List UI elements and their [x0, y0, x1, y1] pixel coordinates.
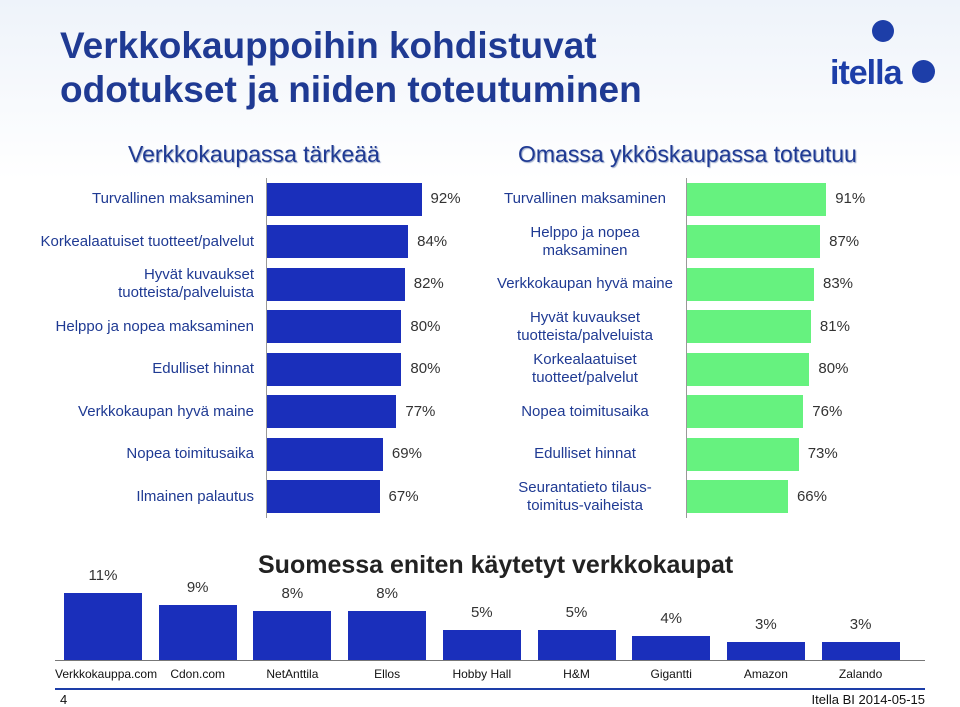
- right-chart: Turvallinen maksaminen 91% Helppo ja nopea…: [480, 178, 960, 518]
- store-bar: [821, 641, 900, 660]
- value-label: 80%: [410, 360, 441, 378]
- category-label: Edulliset hinnat: [534, 445, 636, 463]
- category-label: Korkealaatuiset tuotteet/palvelut: [532, 351, 638, 387]
- store-name: H&M: [563, 667, 590, 681]
- category-label: Nopea toimitusaika: [126, 445, 254, 463]
- value-label: 87%: [829, 232, 860, 250]
- axis-line: [266, 178, 267, 518]
- axis-line: [686, 178, 687, 518]
- value-label: 69%: [391, 445, 422, 463]
- logo-text: itella: [830, 54, 902, 92]
- page-title: Verkkokauppoihin kohdistuvat odotukset j…: [60, 25, 642, 110]
- category-label: Edulliset hinnat: [152, 360, 254, 378]
- store-bar: [537, 629, 616, 660]
- store-name: Verkkokauppa.com: [55, 667, 158, 681]
- store-name: Ellos: [374, 667, 401, 681]
- category-label: Helppo ja nopea maksaminen: [530, 223, 640, 259]
- bar: [687, 225, 821, 259]
- title-background: [0, 0, 960, 180]
- store-value-label: 9%: [186, 579, 209, 597]
- bar: [267, 182, 422, 216]
- store-name: Gigantti: [650, 667, 692, 681]
- value-label: 83%: [822, 275, 854, 293]
- bar: [267, 352, 402, 386]
- value-label: 82%: [413, 275, 444, 293]
- store-name: Zalando: [838, 667, 883, 681]
- value-label: 84%: [417, 232, 448, 250]
- store-bar: [253, 611, 332, 660]
- value-label: 91%: [835, 190, 866, 208]
- bar: [687, 395, 804, 429]
- value-label: 66%: [796, 487, 827, 505]
- store-value-label: 5%: [565, 603, 588, 621]
- source-label: Itella BI 2014-05-15: [811, 692, 925, 707]
- category-label: Verkkokaupan hyvä maine: [497, 275, 673, 293]
- value-label: 67%: [388, 487, 419, 505]
- value-label: 73%: [807, 445, 838, 463]
- value-label: 77%: [405, 402, 436, 420]
- store-bar: [158, 605, 237, 660]
- category-label: Korkealaatuiset tuotteet/palvelut: [40, 232, 254, 250]
- bar: [267, 225, 409, 259]
- left-chart-title: Verkkokaupassa tärkeää: [128, 141, 380, 167]
- category-label: Ilmainen palautus: [136, 487, 254, 505]
- category-label: Turvallinen maksaminen: [91, 190, 254, 208]
- bottom-chart-baseline: [55, 660, 925, 661]
- category-label: Turvallinen maksaminen: [503, 190, 666, 208]
- category-label: Nopea toimitusaika: [521, 402, 649, 420]
- bar: [267, 310, 402, 344]
- category-label: Helppo ja nopea maksaminen: [55, 317, 254, 335]
- value-label: 76%: [812, 402, 843, 420]
- bar: [687, 480, 788, 514]
- bar: [687, 437, 799, 471]
- store-bar: [348, 611, 427, 660]
- store-bar: [726, 641, 805, 660]
- footer-divider: [55, 688, 925, 690]
- bottom-chart-title: Suomessa eniten käytetyt verkkokaupat: [258, 551, 734, 579]
- value-label: 92%: [430, 190, 461, 208]
- store-value-label: 11%: [88, 566, 118, 584]
- bar: [267, 395, 397, 429]
- bottom-chart: Suomessa eniten käytetyt verkkokaupat 11…: [0, 540, 960, 690]
- category-label: Seurantatieto tilaus-toimitus-vaiheista: [518, 478, 652, 514]
- value-label: 80%: [818, 360, 849, 378]
- category-label: Hyvät kuvaukset tuotteista/palveluista: [118, 266, 254, 302]
- left-chart: Turvallinen maksaminen 92% Korkealaatuiset…: [0, 178, 480, 518]
- bar: [267, 480, 380, 514]
- category-label: Verkkokaupan hyvä maine: [78, 402, 254, 420]
- store-bar: [64, 592, 142, 660]
- store-value-label: 3%: [849, 615, 872, 633]
- value-label: 81%: [819, 317, 850, 335]
- store-bar: [442, 629, 521, 660]
- bar: [687, 267, 814, 301]
- store-name: NetAnttila: [266, 667, 319, 681]
- store-value-label: 8%: [281, 585, 304, 603]
- bar: [267, 437, 383, 471]
- store-value-label: 3%: [755, 615, 777, 633]
- store-name: Cdon.com: [170, 667, 226, 681]
- store-name: Hobby Hall: [452, 667, 512, 681]
- bar: [687, 182, 827, 216]
- right-chart-title: Omassa ykköskaupassa toteutuu: [518, 141, 857, 167]
- store-value-label: 4%: [660, 609, 683, 627]
- store-value-label: 5%: [470, 603, 493, 621]
- bar: [267, 267, 405, 301]
- store-name: Amazon: [743, 667, 788, 681]
- itella-logo: itella: [826, 20, 938, 92]
- bar: [687, 352, 810, 386]
- category-label: Hyvät kuvaukset tuotteista/palveluista: [517, 308, 653, 344]
- bar: [687, 310, 811, 344]
- store-bar: [632, 635, 711, 660]
- logo-dot-small: [912, 60, 935, 83]
- logo-dot-large: [872, 20, 894, 42]
- value-label: 80%: [410, 317, 441, 335]
- page-number: 4: [60, 692, 68, 707]
- store-value-label: 8%: [376, 585, 398, 603]
